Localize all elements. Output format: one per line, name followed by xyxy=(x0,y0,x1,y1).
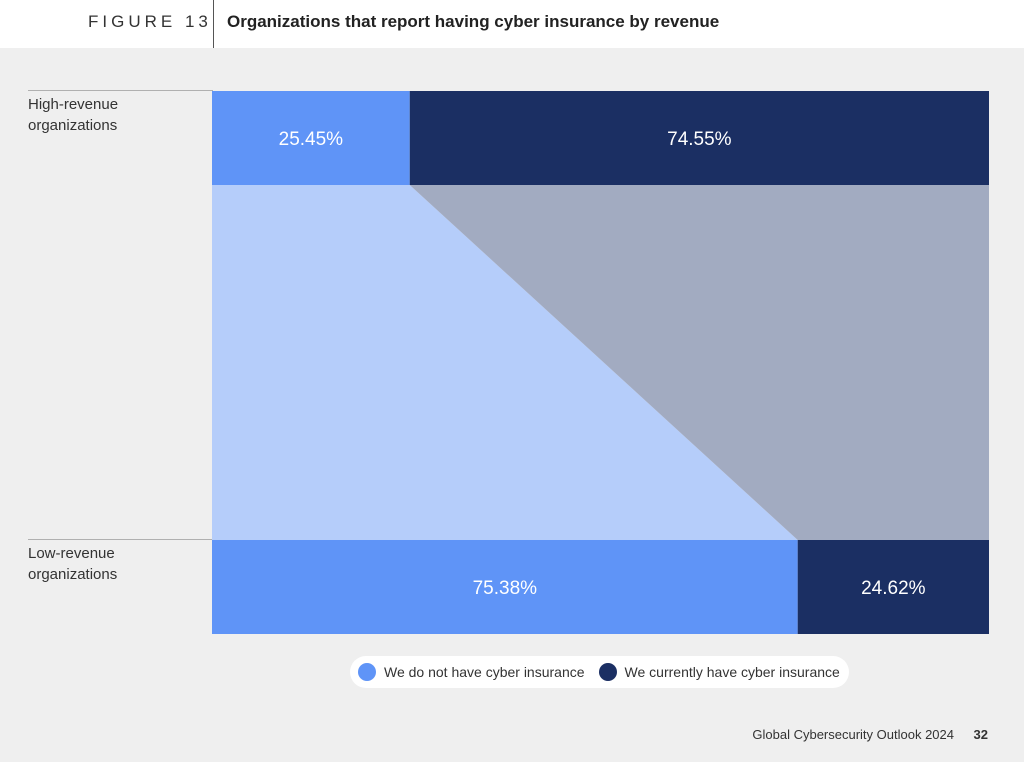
bar-low-has-insurance xyxy=(797,540,989,634)
bar-label-high-no-insurance: 25.45% xyxy=(279,129,344,150)
figure-title: Organizations that report having cyber i… xyxy=(227,12,720,31)
legend-item-has-insurance: We currently have cyber insurance xyxy=(598,663,840,681)
footer-page-number: 32 xyxy=(973,727,988,742)
header-bar: FIGURE 13 Organizations that report havi… xyxy=(0,0,1024,48)
legend-item-no-insurance: We do not have cyber insurance xyxy=(358,663,585,681)
legend-label-no-insurance: We do not have cyber insurance xyxy=(384,664,585,680)
row-label-high: High-revenue organizations xyxy=(28,94,208,136)
bar-high-has-insurance xyxy=(409,91,990,185)
bar-high-no-insurance xyxy=(212,91,410,185)
header-divider xyxy=(213,0,214,48)
row-label-low: Low-revenue organizations xyxy=(28,543,208,585)
bar-low-no-insurance xyxy=(212,540,798,634)
row-label-low-line1: Low-revenue xyxy=(28,545,115,562)
footer-publication: Global Cybersecurity Outlook 2024 xyxy=(752,727,954,742)
row-label-high-line1: High-revenue xyxy=(28,96,119,113)
legend-label-has-insurance: We currently have cyber insurance xyxy=(624,664,840,680)
row-label-high-line2: organizations xyxy=(28,117,118,134)
row-label-low-line2: organizations xyxy=(28,566,118,583)
row-rule-high xyxy=(28,90,213,91)
figure-label: FIGURE 13 xyxy=(88,12,212,31)
bar-label-low-no-insurance: 75.38% xyxy=(473,578,538,599)
bar-label-high-has-insurance: 74.55% xyxy=(667,129,732,150)
legend-swatch-no-insurance xyxy=(358,663,376,681)
connector-no-insurance xyxy=(212,185,798,540)
connector-has-insurance xyxy=(409,185,990,540)
bar-label-low-has-insurance: 24.62% xyxy=(861,578,926,599)
legend: We do not have cyber insurance We curren… xyxy=(350,656,849,688)
row-rule-low xyxy=(28,539,213,540)
legend-swatch-has-insurance xyxy=(598,663,617,681)
